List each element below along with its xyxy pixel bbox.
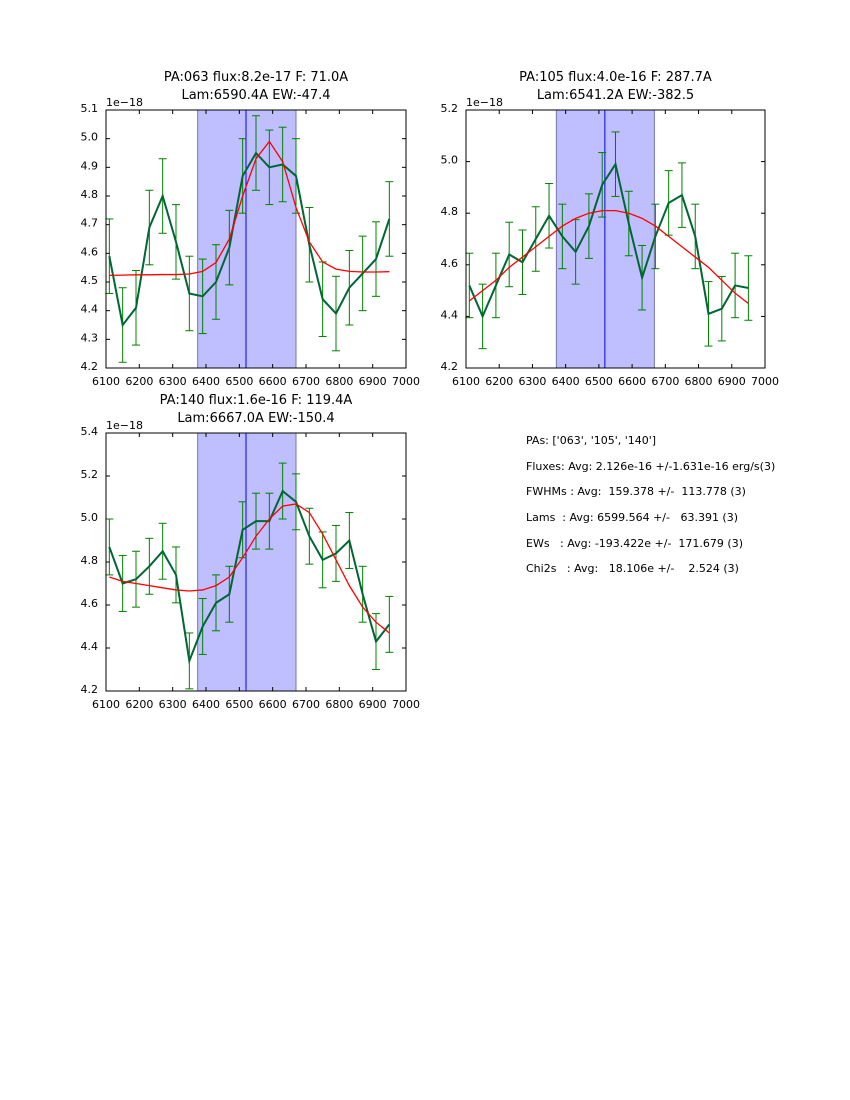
x-tick-label: 6200: [125, 698, 153, 711]
x-tick-label: 6500: [585, 375, 613, 388]
y-tick-label: 5.2: [441, 102, 459, 115]
y-tick-label: 4.8: [81, 554, 99, 567]
x-tick-label: 6200: [485, 375, 513, 388]
fit-window-shade: [197, 109, 297, 369]
x-tick-label: 6700: [292, 375, 320, 388]
chart-title: PA:063 flux:8.2e-17 F: 71.0A: [164, 70, 348, 85]
x-tick-label: 7000: [392, 698, 420, 711]
x-tick-label: 6300: [518, 375, 546, 388]
fit-line: [468, 209, 749, 305]
summary-pas: PAs: ['063', '105', '140']: [526, 434, 657, 447]
x-tick-label: 6100: [92, 698, 120, 711]
y-tick-label: 4.4: [81, 640, 99, 653]
offset-label: 1e−18: [106, 419, 143, 432]
y-tick-label: 5.0: [81, 511, 99, 524]
y-tick-label: 4.8: [441, 205, 459, 218]
x-tick-label: 6600: [259, 375, 287, 388]
chart-title: Lam:6590.4A EW:-47.4: [181, 88, 330, 103]
summary-ews: EWs : Avg: -193.422e +/- 171.679 (3): [526, 536, 743, 550]
y-tick-label: 4.7: [81, 217, 99, 230]
y-tick-label: 4.2: [81, 683, 99, 696]
data-line: [108, 151, 391, 328]
x-tick-label: 6800: [685, 375, 713, 388]
y-tick-label: 4.6: [81, 245, 99, 258]
x-tick-label: 7000: [751, 375, 779, 388]
data-line: [108, 489, 391, 665]
fit-window-shade: [197, 432, 297, 692]
summary-chi2s: Chi2s : Avg: 18.106e +/- 2.524 (3): [526, 562, 739, 576]
y-tick-label: 5.4: [81, 425, 99, 438]
y-tick-label: 4.2: [441, 360, 459, 373]
x-tick-label: 6100: [452, 375, 480, 388]
y-tick-label: 5.0: [81, 131, 99, 144]
x-tick-label: 6900: [359, 375, 387, 388]
x-tick-label: 6500: [225, 375, 253, 388]
chart-title: PA:105 flux:4.0e-16 F: 287.7A: [519, 70, 712, 85]
y-tick-label: 4.9: [81, 159, 99, 172]
offset-label: 1e−18: [106, 96, 143, 109]
chart-panel-3: 6100 6200 6300 6400 6500 6600 6700 6800 6900 7000…: [81, 393, 421, 711]
x-tick-label: 7000: [392, 375, 420, 388]
axes-frame: [105, 432, 407, 692]
y-tick-label: 4.5: [81, 274, 99, 287]
x-tick-label: 6900: [359, 698, 387, 711]
x-tick-label: 6100: [92, 375, 120, 388]
summary-fluxes: Fluxes: Avg: 2.126e-16 +/-1.631e-16 erg/…: [526, 459, 776, 473]
y-tick-label: 4.2: [81, 360, 99, 373]
summary-panel: PAs: ['063', '105', '140'] Fluxes: Avg: …: [526, 434, 775, 588]
x-tick-label: 6700: [651, 375, 679, 388]
x-tick-label: 6700: [292, 698, 320, 711]
x-tick-label: 6600: [259, 698, 287, 711]
chart-panel-1: 6100 6200 6300 6400 6500 6600 6700 6800 6900 7000…: [81, 70, 421, 388]
data-line: [468, 161, 749, 319]
x-tick-label: 6800: [325, 375, 353, 388]
offset-label: 1e−18: [466, 96, 503, 109]
y-tick-label: 4.6: [441, 257, 459, 270]
fit-line: [109, 140, 390, 277]
x-tick-label: 6300: [159, 375, 187, 388]
chart-title: PA:140 flux:1.6e-16 F: 119.4A: [160, 393, 353, 408]
y-tick-label: 5.0: [441, 154, 459, 167]
axes-frame: [465, 109, 766, 369]
chart-title: Lam:6667.0A EW:-150.4: [177, 411, 334, 426]
fit-line: [109, 503, 390, 634]
y-tick-label: 5.1: [81, 102, 99, 115]
x-tick-label: 6200: [125, 375, 153, 388]
summary-lams: Lams : Avg: 6599.564 +/- 63.391 (3): [526, 511, 739, 525]
chart-panel-2: 6100 6200 6300 6400 6500 6600 6700 6800 6900 7000…: [441, 70, 780, 388]
chart-title: Lam:6541.2A EW:-382.5: [537, 88, 694, 103]
y-tick-label: 4.3: [81, 331, 99, 344]
y-tick-label: 4.6: [81, 597, 99, 610]
x-tick-label: 6400: [552, 375, 580, 388]
y-tick-label: 4.8: [81, 188, 99, 201]
x-tick-label: 6800: [325, 698, 353, 711]
x-tick-label: 6500: [225, 698, 253, 711]
x-tick-label: 6400: [192, 375, 220, 388]
x-tick-label: 6900: [718, 375, 746, 388]
x-tick-label: 6400: [192, 698, 220, 711]
axes-frame: [105, 109, 407, 369]
summary-fwhms: FWHMs : Avg: 159.378 +/- 113.778 (3): [526, 485, 746, 499]
x-tick-label: 6600: [618, 375, 646, 388]
y-tick-label: 4.4: [441, 308, 459, 321]
x-tick-label: 6300: [159, 698, 187, 711]
y-tick-label: 5.2: [81, 468, 99, 481]
y-tick-label: 4.4: [81, 303, 99, 316]
